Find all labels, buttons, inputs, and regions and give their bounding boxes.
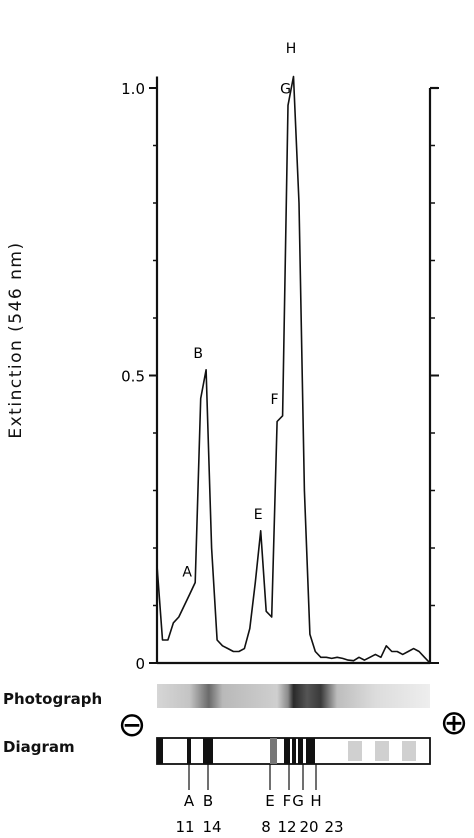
band-letter: F (283, 792, 292, 810)
band-number: 8 (261, 818, 271, 836)
band-letter: B (203, 792, 213, 810)
minus-electrode-icon: ⊖ (118, 705, 147, 745)
diagram-faint-band (402, 741, 416, 761)
band-letter: A (184, 792, 195, 810)
band-labels: A 11 B 14 E 8F 12 G 20 H23 (175, 764, 344, 836)
peak-label-h: H (286, 41, 297, 57)
peak-label-a: A (182, 564, 192, 580)
band-letter: E (265, 792, 274, 810)
y-tick-label: 0.5 (121, 368, 145, 386)
diagram-band (157, 738, 163, 764)
peak-label-f: F (271, 392, 279, 408)
diagram-band (187, 738, 191, 764)
diagram-band (298, 738, 303, 764)
diagram-label: Diagram (3, 738, 75, 756)
y-axis-label: Extinction (546 nm) (6, 241, 26, 439)
diagram-band (270, 738, 277, 764)
y-tick-label: 0 (135, 655, 145, 673)
diagram-band (284, 738, 290, 764)
extinction-curve (156, 75, 431, 664)
photograph-gel (157, 684, 430, 708)
densitometer-plot: 0 0.5 1.0 A B E F G H (121, 41, 439, 673)
diagram-faint-band (375, 741, 389, 761)
band-number: 12 (277, 818, 296, 836)
y-tick-label: 1.0 (121, 80, 145, 98)
photograph-strip (157, 684, 430, 708)
band-letter: G (292, 792, 304, 810)
band-number: 23 (324, 818, 343, 836)
peak-label-e: E (254, 507, 263, 523)
diagram-band (306, 738, 315, 764)
peak-label-g: G (280, 81, 291, 97)
band-number: 20 (299, 818, 318, 836)
band-number: 14 (202, 818, 221, 836)
diagram-faint-band (348, 741, 362, 761)
plus-electrode-icon: ⊕ (440, 703, 469, 743)
diagram-band (203, 738, 213, 764)
band-letter: H (310, 792, 321, 810)
diagram-band (292, 738, 296, 764)
peak-label-b: B (193, 346, 203, 362)
diagram-strip (156, 737, 431, 765)
band-number: 11 (175, 818, 194, 836)
photograph-label: Photograph (3, 690, 103, 708)
